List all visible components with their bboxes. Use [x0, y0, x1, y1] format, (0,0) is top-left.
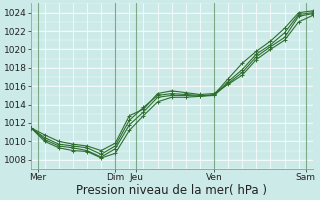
X-axis label: Pression niveau de la mer( hPa ): Pression niveau de la mer( hPa )	[76, 184, 267, 197]
